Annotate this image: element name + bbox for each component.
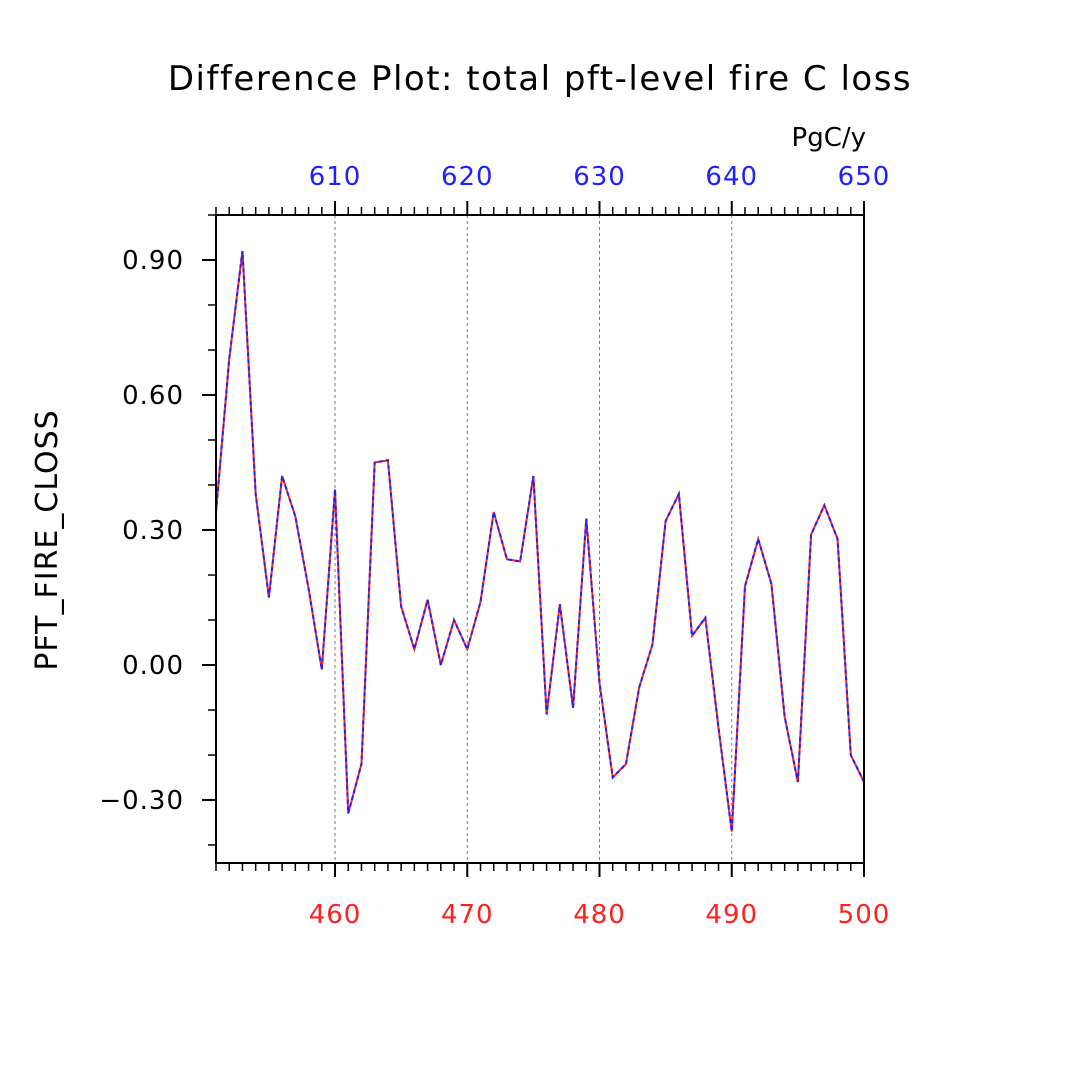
y-tick-label: 0.60 <box>122 381 184 411</box>
x-tick-label-top: 640 <box>705 162 758 192</box>
x-tick-label-top: 620 <box>441 162 494 192</box>
y-tick-label: −0.30 <box>99 786 184 816</box>
series-line-1 <box>215 250 865 832</box>
x-tick-label-bottom: 480 <box>573 900 626 930</box>
y-axis-label: PFT_FIRE_CLOSS <box>30 409 65 670</box>
series-line-2 <box>215 250 865 832</box>
units-label: PgC/y <box>792 123 866 153</box>
x-tick-label-top: 650 <box>838 162 891 192</box>
plot-frame <box>215 214 865 864</box>
y-tick-label: 0.30 <box>122 516 184 546</box>
grid-lines <box>334 215 733 863</box>
series-lines <box>215 250 865 832</box>
chart-title: Difference Plot: total pft-level fire C … <box>168 59 912 99</box>
x-tick-label-top: 610 <box>309 162 362 192</box>
x-tick-label-bottom: 460 <box>309 900 362 930</box>
x-tick-label-top: 630 <box>573 162 626 192</box>
x-tick-label-bottom: 470 <box>441 900 494 930</box>
y-tick-label: 0.00 <box>122 651 184 681</box>
y-tick-label: 0.90 <box>122 246 184 276</box>
x-tick-label-bottom: 490 <box>705 900 758 930</box>
tick-labels: 460 470 480 490 500 610 620 630 640 650 −0.30 0.00 0… <box>99 162 891 930</box>
x-tick-label-bottom: 500 <box>838 900 891 930</box>
axis-ticks <box>202 201 865 877</box>
